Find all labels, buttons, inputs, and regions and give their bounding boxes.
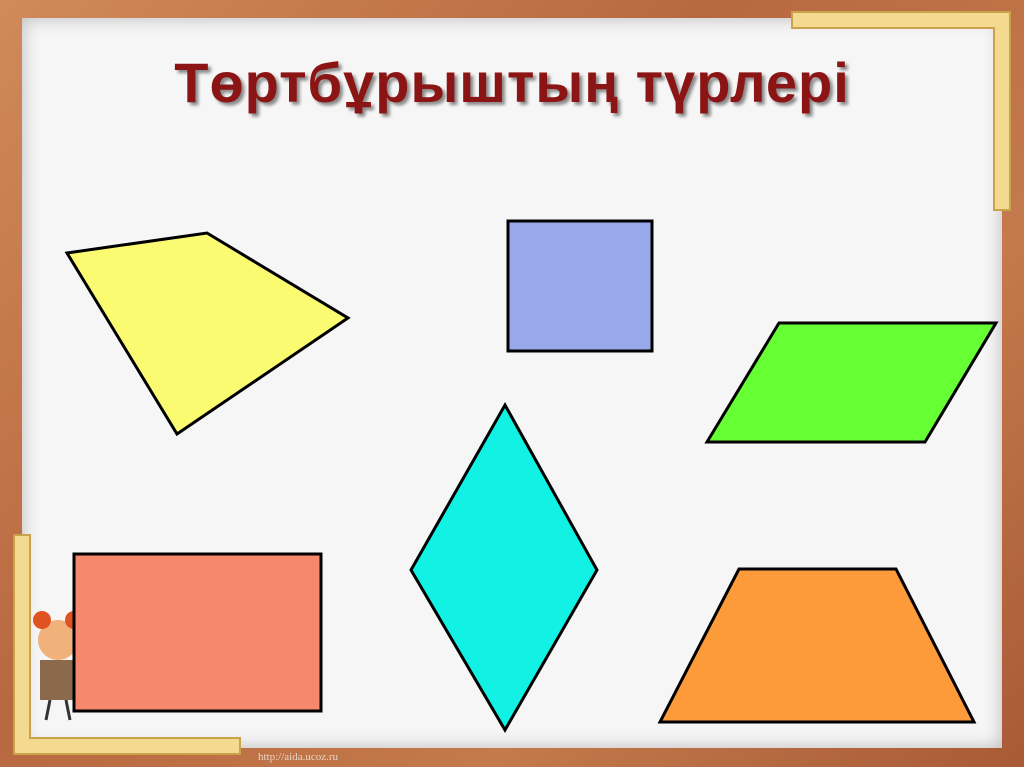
rhombus-cyan — [409, 401, 599, 733]
slide-title: Төртбұрыштың түрлері — [174, 51, 850, 114]
rectangle-salmon — [72, 552, 323, 713]
source-credit: http://aida.ucoz.ru — [258, 751, 339, 763]
parallelogram-green — [704, 321, 999, 444]
cartoon-girl-icon — [33, 611, 83, 721]
square-blue — [506, 219, 654, 353]
gold-frame-accent-top-right — [791, 11, 1011, 211]
quadrilateral-yellow — [64, 231, 351, 437]
gold-frame-accent-bottom-left — [13, 534, 241, 755]
trapezoid-orange — [657, 567, 977, 724]
